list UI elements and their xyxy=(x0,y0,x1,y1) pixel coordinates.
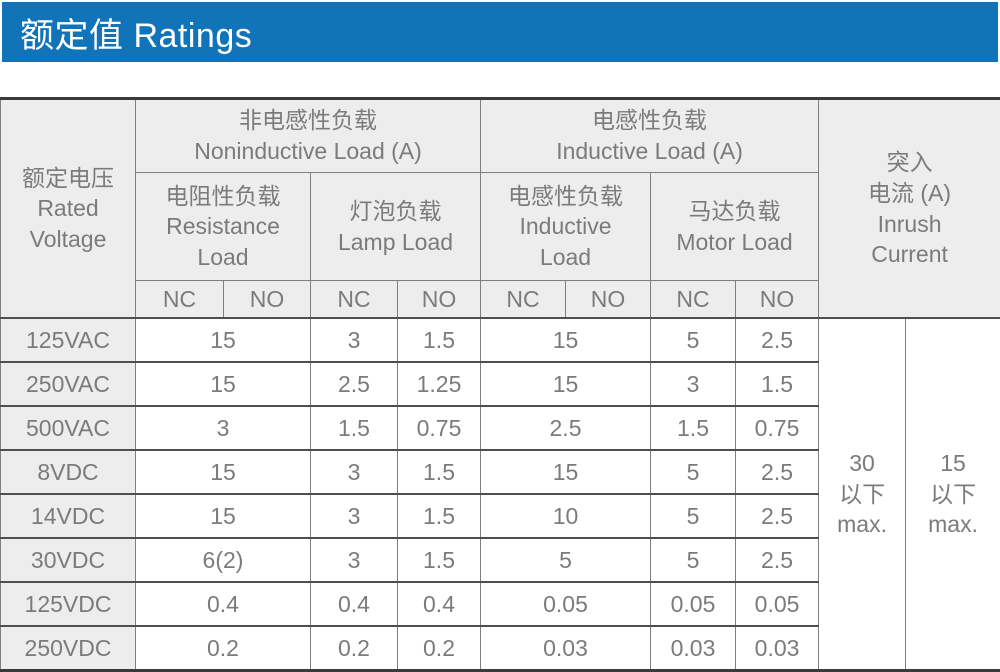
motor-nc-value: 5 xyxy=(651,318,736,362)
lamp-nc-value: 3 xyxy=(311,494,398,538)
motor-no-value: 0.03 xyxy=(736,626,819,671)
header-lamp-no: NO xyxy=(398,281,481,319)
inductive-value: 0.05 xyxy=(481,582,651,626)
lamp-nc-value: 2.5 xyxy=(311,362,398,406)
header-inductive-nc: NC xyxy=(481,281,566,319)
lamp-no-value: 1.5 xyxy=(398,450,481,494)
header-motor-no: NO xyxy=(736,281,819,319)
motor-no-value: 1.5 xyxy=(736,362,819,406)
voltage-cell: 125VDC xyxy=(1,582,136,626)
header-rated-voltage: 额定电压 Rated Voltage xyxy=(1,99,136,319)
lamp-nc-value: 3 xyxy=(311,318,398,362)
resistance-value: 6(2) xyxy=(136,538,311,582)
voltage-cell: 250VDC xyxy=(1,626,136,671)
inductive-value: 15 xyxy=(481,362,651,406)
inrush-max30-cell: 30 以下 max. xyxy=(819,318,906,671)
voltage-cell: 500VAC xyxy=(1,406,136,450)
motor-nc-value: 5 xyxy=(651,494,736,538)
inductive-value: 0.03 xyxy=(481,626,651,671)
header-inductive-no: NO xyxy=(566,281,651,319)
resistance-value: 0.2 xyxy=(136,626,311,671)
motor-nc-value: 1.5 xyxy=(651,406,736,450)
motor-nc-value: 3 xyxy=(651,362,736,406)
header-inrush-current: 突入 电流 (A) Inrush Current xyxy=(819,99,1000,319)
resistance-value: 3 xyxy=(136,406,311,450)
header-inductive-load: 电感性负载 Inductive Load xyxy=(481,173,651,281)
header-lamp-load: 灯泡负载 Lamp Load xyxy=(311,173,481,281)
voltage-cell: 14VDC xyxy=(1,494,136,538)
inductive-value: 15 xyxy=(481,450,651,494)
voltage-cell: 30VDC xyxy=(1,538,136,582)
lamp-nc-value: 3 xyxy=(311,450,398,494)
motor-nc-value: 5 xyxy=(651,538,736,582)
inductive-value: 10 xyxy=(481,494,651,538)
motor-no-value: 2.5 xyxy=(736,318,819,362)
lamp-no-value: 1.5 xyxy=(398,494,481,538)
lamp-no-value: 1.25 xyxy=(398,362,481,406)
motor-no-value: 2.5 xyxy=(736,450,819,494)
inductive-value: 2.5 xyxy=(481,406,651,450)
voltage-cell: 8VDC xyxy=(1,450,136,494)
lamp-no-value: 0.75 xyxy=(398,406,481,450)
lamp-nc-value: 1.5 xyxy=(311,406,398,450)
resistance-value: 15 xyxy=(136,318,311,362)
voltage-cell: 125VAC xyxy=(1,318,136,362)
header-motor-load: 马达负载 Motor Load xyxy=(651,173,819,281)
lamp-nc-value: 3 xyxy=(311,538,398,582)
header-group-inductive-load: 电感性负载 Inductive Load (A) xyxy=(481,99,819,173)
lamp-nc-value: 0.4 xyxy=(311,582,398,626)
header-lamp-nc: NC xyxy=(311,281,398,319)
resistance-value: 15 xyxy=(136,362,311,406)
section-title: 额定值 Ratings xyxy=(20,8,252,57)
inductive-value: 15 xyxy=(481,318,651,362)
motor-no-value: 0.75 xyxy=(736,406,819,450)
inductive-value: 5 xyxy=(481,538,651,582)
motor-nc-value: 5 xyxy=(651,450,736,494)
inrush-max15-cell: 15 以下 max. xyxy=(906,318,1000,671)
header-resistance-load: 电阻性负载 Resistance Load xyxy=(136,173,311,281)
motor-no-value: 0.05 xyxy=(736,582,819,626)
motor-nc-value: 0.03 xyxy=(651,626,736,671)
voltage-cell: 250VAC xyxy=(1,362,136,406)
motor-no-value: 2.5 xyxy=(736,494,819,538)
lamp-no-value: 1.5 xyxy=(398,318,481,362)
header-resistance-no: NO xyxy=(224,281,311,319)
motor-no-value: 2.5 xyxy=(736,538,819,582)
header-group-noninductive-load: 非电感性负载 Noninductive Load (A) xyxy=(136,99,481,173)
lamp-nc-value: 0.2 xyxy=(311,626,398,671)
resistance-value: 15 xyxy=(136,494,311,538)
lamp-no-value: 0.4 xyxy=(398,582,481,626)
header-motor-nc: NC xyxy=(651,281,736,319)
header-resistance-nc: NC xyxy=(136,281,224,319)
ratings-table: 额定电压 Rated Voltage 非电感性负载 Noninductive L… xyxy=(0,97,1000,672)
lamp-no-value: 0.2 xyxy=(398,626,481,671)
table-row: 125VAC 15 3 1.5 15 5 2.5 30 以下 max. 15 以… xyxy=(1,318,1000,362)
resistance-value: 15 xyxy=(136,450,311,494)
resistance-value: 0.4 xyxy=(136,582,311,626)
section-title-bar: 额定值 Ratings xyxy=(2,2,998,62)
motor-nc-value: 0.05 xyxy=(651,582,736,626)
lamp-no-value: 1.5 xyxy=(398,538,481,582)
